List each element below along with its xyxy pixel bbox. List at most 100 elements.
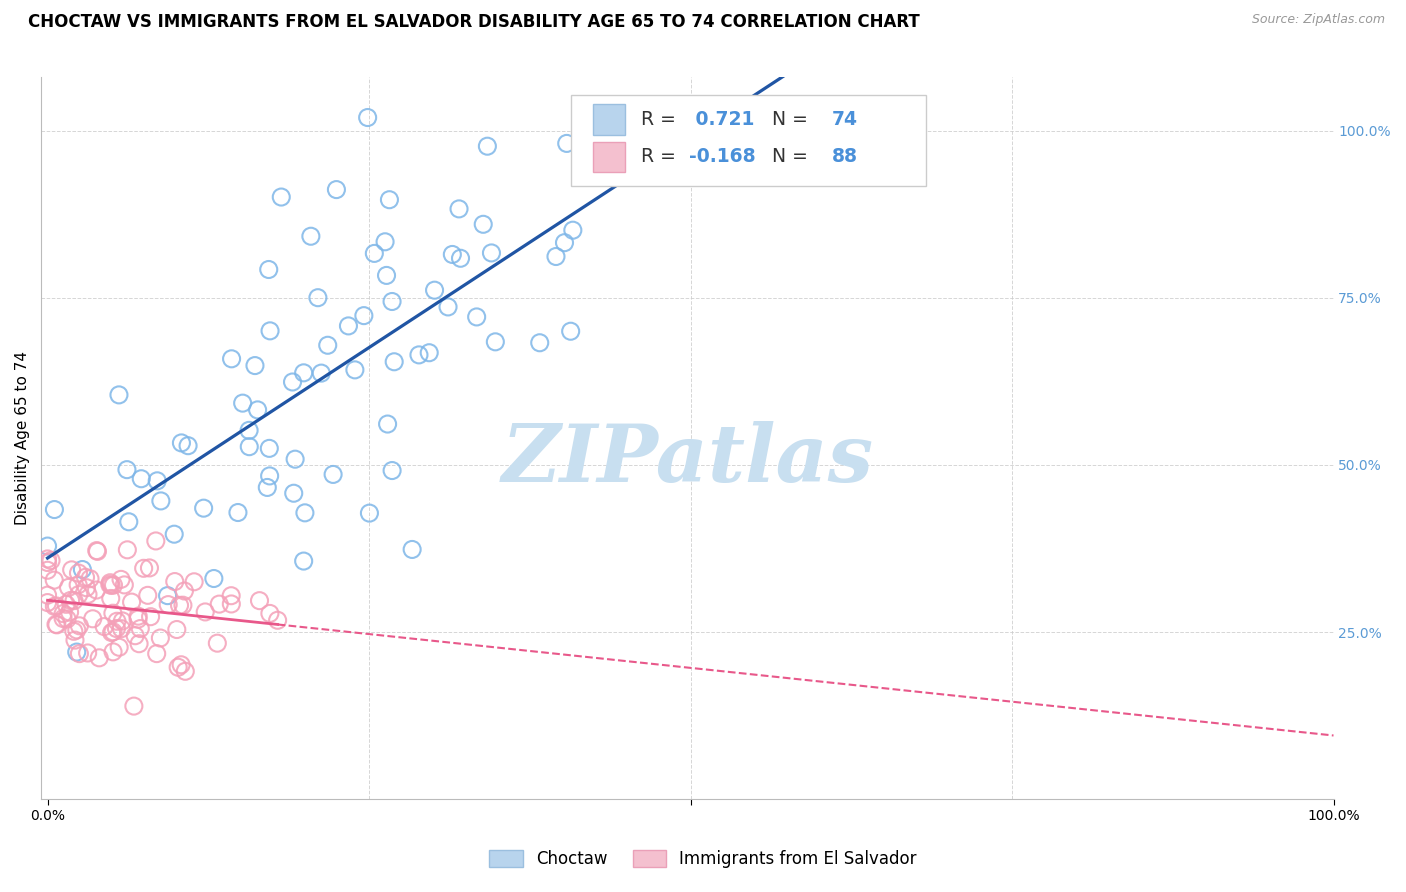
Point [37, 552, 59, 566]
Point [63, 624, 86, 639]
Point [337, 318, 360, 333]
Point [555, 136, 578, 151]
Point [544, 250, 567, 264]
Point [105, 614, 128, 628]
Point [219, 589, 242, 603]
Point [437, 300, 460, 314]
Point [166, 623, 188, 637]
Point [76, 646, 98, 660]
Point [89, 650, 111, 665]
Text: -0.168: -0.168 [689, 147, 755, 167]
Point [55, 597, 77, 611]
Point [408, 348, 430, 362]
Point [343, 363, 366, 377]
Point [45, 599, 67, 613]
Point [98, 575, 121, 590]
Point [208, 597, 231, 611]
Point [129, 472, 152, 486]
Text: 74: 74 [832, 110, 858, 129]
Point [294, 506, 316, 520]
Point [450, 252, 472, 266]
Point [202, 572, 225, 586]
Point [246, 403, 269, 417]
Point [259, 442, 281, 456]
Point [553, 235, 575, 250]
Point [221, 597, 243, 611]
Point [465, 310, 488, 324]
Point [381, 464, 404, 478]
Point [79, 572, 101, 586]
Point [149, 631, 172, 645]
Point [128, 637, 150, 651]
Point [121, 595, 143, 609]
Point [77, 587, 100, 601]
Point [138, 561, 160, 575]
FancyBboxPatch shape [571, 95, 927, 186]
Point [117, 542, 139, 557]
Point [37, 596, 59, 610]
Point [238, 440, 260, 454]
Point [560, 324, 582, 338]
Point [325, 183, 347, 197]
Point [52, 611, 75, 625]
Point [266, 613, 288, 627]
Point [447, 202, 470, 216]
Point [86, 544, 108, 558]
Point [124, 629, 146, 643]
Point [170, 436, 193, 450]
Point [52, 607, 75, 621]
Text: R =: R = [641, 147, 682, 167]
Point [484, 334, 506, 349]
Point [257, 262, 280, 277]
Point [529, 335, 551, 350]
Point [63, 593, 86, 607]
Point [44, 599, 66, 614]
Point [75, 570, 97, 584]
Point [103, 578, 125, 592]
Point [37, 588, 59, 602]
Text: ZIPatlas: ZIPatlas [502, 421, 873, 499]
Point [281, 375, 304, 389]
Text: Source: ZipAtlas.com: Source: ZipAtlas.com [1251, 13, 1385, 27]
Text: CHOCTAW VS IMMIGRANTS FROM EL SALVADOR DISABILITY AGE 65 TO 74 CORRELATION CHART: CHOCTAW VS IMMIGRANTS FROM EL SALVADOR D… [28, 13, 920, 31]
Point [356, 111, 378, 125]
Point [39, 553, 62, 567]
Point [259, 607, 281, 621]
FancyBboxPatch shape [593, 104, 626, 135]
Point [441, 247, 464, 261]
Point [67, 588, 90, 602]
Point [561, 223, 583, 237]
Point [108, 640, 131, 655]
Point [292, 554, 315, 568]
Point [122, 699, 145, 714]
Point [66, 623, 89, 637]
Point [67, 578, 90, 592]
Point [256, 480, 278, 494]
Point [67, 619, 90, 633]
Point [37, 563, 59, 577]
Point [100, 625, 122, 640]
Point [353, 309, 375, 323]
Point [183, 574, 205, 589]
Point [259, 469, 281, 483]
Point [307, 291, 329, 305]
Point [167, 660, 190, 674]
Point [378, 193, 401, 207]
Point [149, 494, 172, 508]
Point [163, 574, 186, 589]
Point [63, 633, 86, 648]
Point [157, 598, 180, 612]
Point [118, 515, 141, 529]
Point [129, 622, 152, 636]
Point [477, 139, 499, 153]
Point [115, 463, 138, 477]
Point [111, 614, 134, 628]
Point [359, 506, 381, 520]
Point [163, 527, 186, 541]
Point [299, 229, 322, 244]
Point [139, 609, 162, 624]
Point [238, 423, 260, 437]
Point [60, 563, 83, 577]
Point [75, 581, 97, 595]
Point [177, 439, 200, 453]
